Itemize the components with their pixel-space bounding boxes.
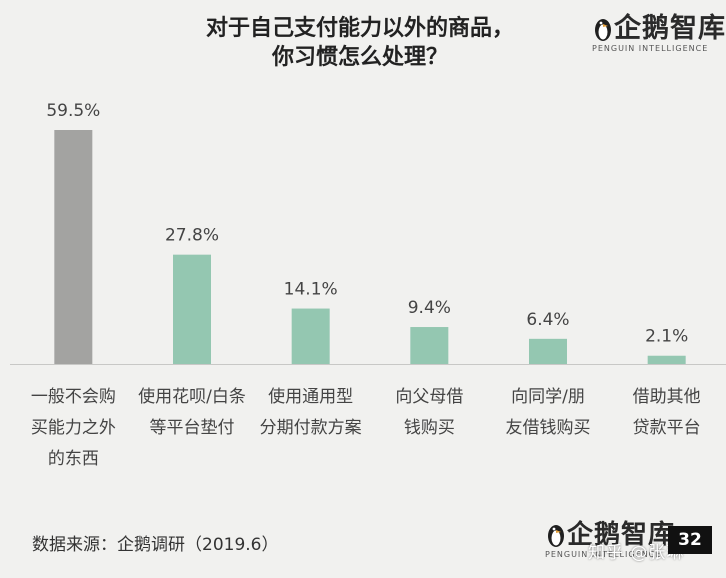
penguin-icon — [595, 19, 611, 41]
category-label: 买能力之外 — [31, 418, 116, 438]
chart-title-line-1: 对于自己支付能力以外的商品， — [205, 16, 514, 41]
category-label: 友借钱购买 — [506, 418, 591, 438]
bar — [529, 338, 567, 364]
bar — [647, 355, 686, 364]
brand-name: 企鹅智库 — [567, 520, 676, 550]
chart-title: 对于自己支付能力以外的商品， 你习惯怎么处理？ — [150, 14, 570, 72]
bar — [291, 308, 330, 364]
data-label: 14.1% — [284, 280, 338, 300]
category-label: 使用花呗/白条 — [138, 386, 246, 407]
category-label: 借助其他 — [633, 387, 701, 407]
bar — [54, 130, 93, 364]
data-source: 数据来源：企鹅调研（2019.6） — [32, 535, 279, 555]
penguin-icon — [548, 525, 564, 547]
data-label: 59.5% — [46, 101, 100, 121]
page-number: 32 — [668, 526, 712, 554]
data-label: 27.8% — [165, 226, 219, 246]
chart-title-line-2: 你习惯怎么处理？ — [271, 45, 448, 70]
data-label: 6.4% — [526, 310, 569, 330]
category-label: 向父母借 — [395, 387, 463, 407]
watermark: 知乎 @张琳 — [588, 543, 685, 563]
category-label: 贷款平台 — [633, 418, 701, 438]
brand-name: 企鹅智库 — [614, 13, 726, 44]
category-label: 分期付款方案 — [260, 418, 362, 438]
brand-subtitle: PENGUIN INTELLIGENCE — [545, 550, 662, 559]
brand-logo-top: 企鹅智库 PENGUIN INTELLIGENCE — [592, 14, 726, 53]
category-label: 向同学/朋 — [511, 387, 585, 407]
bar — [410, 327, 449, 364]
brand-subtitle: PENGUIN INTELLIGENCE — [592, 44, 709, 53]
data-label: 2.1% — [645, 327, 688, 347]
bar — [173, 254, 211, 364]
data-label: 9.4% — [408, 298, 451, 318]
category-label: 一般不会购 — [31, 387, 116, 407]
category-label: 的东西 — [48, 449, 99, 469]
category-label: 钱购买 — [404, 418, 455, 438]
category-label: 等平台垫付 — [150, 418, 235, 438]
category-label: 使用通用型 — [268, 386, 353, 407]
brand-logo-bottom: 企鹅智库 PENGUIN INTELLIGENCE — [545, 520, 675, 559]
